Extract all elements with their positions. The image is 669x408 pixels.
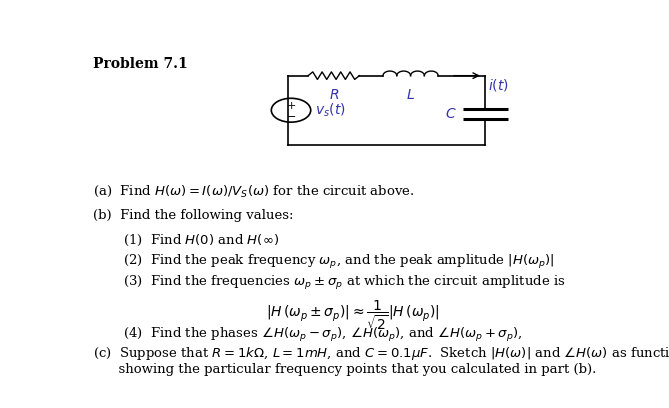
Text: $i(t)$: $i(t)$ <box>488 77 509 93</box>
Text: $-$: $-$ <box>286 110 296 120</box>
Text: (a)  Find $H(\omega) = I(\omega)/V_S(\omega)$ for the circuit above.: (a) Find $H(\omega) = I(\omega)/V_S(\ome… <box>93 184 414 199</box>
Text: +: + <box>286 101 296 111</box>
Text: (4)  Find the phases $\angle H(\omega_p - \sigma_p)$, $\angle H(\omega_p)$, and : (4) Find the phases $\angle H(\omega_p -… <box>122 326 522 344</box>
Text: (b)  Find the following values:: (b) Find the following values: <box>93 209 294 222</box>
Text: (1)  Find $H(0)$ and $H(\infty)$: (1) Find $H(0)$ and $H(\infty)$ <box>122 233 278 248</box>
Text: (3)  Find the frequencies $\omega_p \pm \sigma_p$ at which the circuit amplitude: (3) Find the frequencies $\omega_p \pm \… <box>122 274 565 292</box>
Text: $L$: $L$ <box>406 88 415 102</box>
Text: $R$: $R$ <box>328 88 339 102</box>
Text: (2)  Find the peak frequency $\omega_p$, and the peak amplitude $|H(\omega_p)|$: (2) Find the peak frequency $\omega_p$, … <box>122 253 554 271</box>
Text: (c)  Suppose that $R = 1k\Omega$, $L = 1mH$, and $C = 0.1\mu F$.  Sketch $|H(\om: (c) Suppose that $R = 1k\Omega$, $L = 1m… <box>93 345 669 362</box>
Text: $|H\,(\omega_p \pm \sigma_p)| \approx \dfrac{1}{\sqrt{2}}|H\,(\omega_p)|$: $|H\,(\omega_p \pm \sigma_p)| \approx \d… <box>266 299 440 332</box>
Text: showing the particular frequency points that you calculated in part (b).: showing the particular frequency points … <box>93 363 596 376</box>
Text: $C$: $C$ <box>446 106 457 121</box>
Text: $v_s(t)$: $v_s(t)$ <box>315 102 346 119</box>
Text: Problem 7.1: Problem 7.1 <box>93 57 188 71</box>
